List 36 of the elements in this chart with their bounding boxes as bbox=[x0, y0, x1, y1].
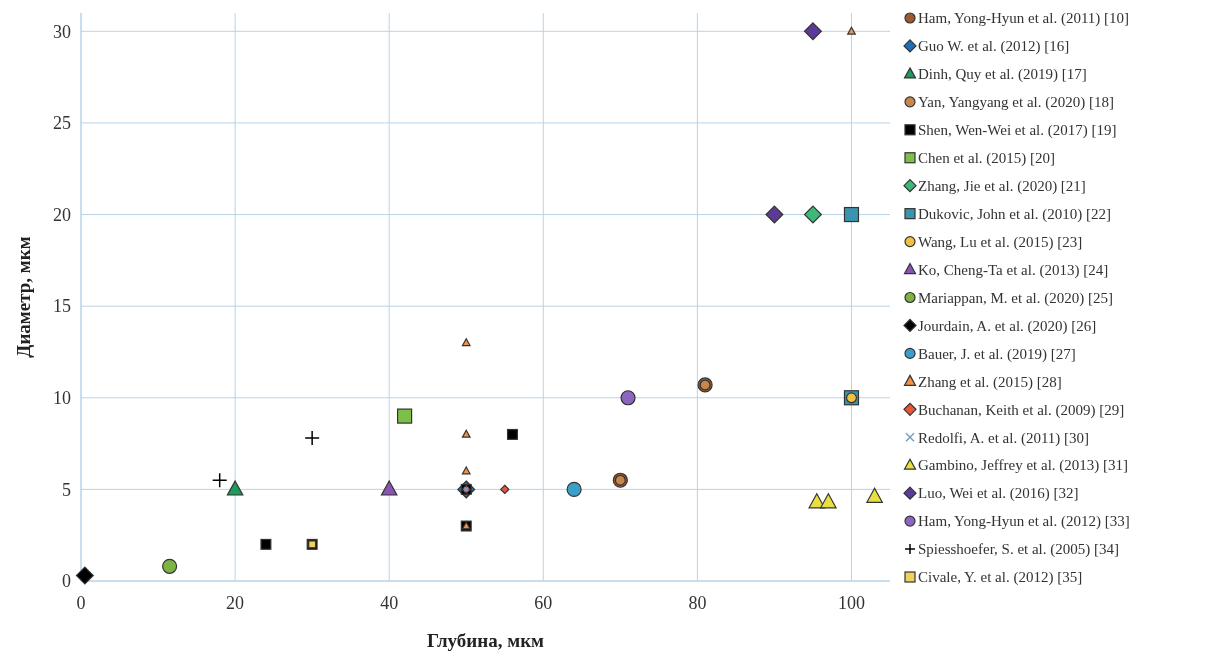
legend-label: Chen et al. (2015) [20] bbox=[918, 150, 1056, 167]
legend-label: Gambino, Jeffrey et al. (2013) [31] bbox=[918, 457, 1129, 475]
x-axis-title: Глубина, мкм bbox=[426, 630, 545, 651]
legend-label: Shen, Wen-Wei et al. (2017) [19] bbox=[918, 122, 1117, 140]
y-tick-label: 20 bbox=[53, 204, 71, 225]
legend-label: Luo, Wei et al. (2016) [32] bbox=[918, 485, 1079, 503]
legend-label: Guo W. et al. (2012) [16] bbox=[918, 38, 1070, 56]
x-tick-label: 80 bbox=[688, 593, 707, 613]
legend-label: Yan, Yangyang et al. (2020) [18] bbox=[918, 94, 1114, 112]
legend-label: Zhang et al. (2015) [28] bbox=[918, 373, 1062, 391]
x-tick-label: 60 bbox=[534, 593, 553, 613]
legend-label: Zhang, Jie et al. (2020) [21] bbox=[918, 177, 1086, 195]
x-tick-label: 0 bbox=[76, 593, 86, 613]
y-tick-label: 10 bbox=[53, 388, 71, 409]
y-tick-label: 30 bbox=[53, 21, 71, 42]
y-tick-label: 0 bbox=[62, 571, 71, 592]
legend-label: Jourdain, A. et al. (2020) [26] bbox=[918, 317, 1097, 335]
y-axis-title: Диаметр, мкм bbox=[13, 236, 34, 358]
legend-label: Ham, Yong-Hyun et al. (2011) [10] bbox=[918, 10, 1130, 28]
legend-label: Spiesshoefer, S. et al. (2005) [34] bbox=[918, 541, 1120, 559]
legend-label: Ko, Cheng-Ta et al. (2013) [24] bbox=[918, 261, 1109, 279]
x-tick-label: 20 bbox=[226, 593, 245, 613]
x-tick-label: 40 bbox=[380, 593, 399, 613]
legend-label: Mariappan, M. et al. (2020) [25] bbox=[918, 289, 1113, 307]
legend-label: Dinh, Quy et al. (2019) [17] bbox=[918, 66, 1087, 84]
legend-label: Bauer, J. et al. (2019) [27] bbox=[918, 345, 1076, 363]
y-tick-label: 25 bbox=[53, 113, 71, 134]
legend-label: Ham, Yong-Hyun et al. (2012) [33] bbox=[918, 513, 1130, 531]
y-tick-label: 15 bbox=[53, 296, 71, 317]
legend-label: Civale, Y. et al. (2012) [35] bbox=[918, 569, 1083, 587]
y-tick-label: 5 bbox=[62, 479, 71, 500]
legend-label: Wang, Lu et al. (2015) [23] bbox=[918, 233, 1083, 251]
legend-label: Redolfi, A. et al. (2011) [30] bbox=[918, 429, 1090, 447]
x-tick-label: 100 bbox=[837, 593, 865, 613]
legend-label: Dukovic, John et al. (2010) [22] bbox=[918, 205, 1111, 223]
legend-label: Buchanan, Keith et al. (2009) [29] bbox=[918, 401, 1125, 419]
